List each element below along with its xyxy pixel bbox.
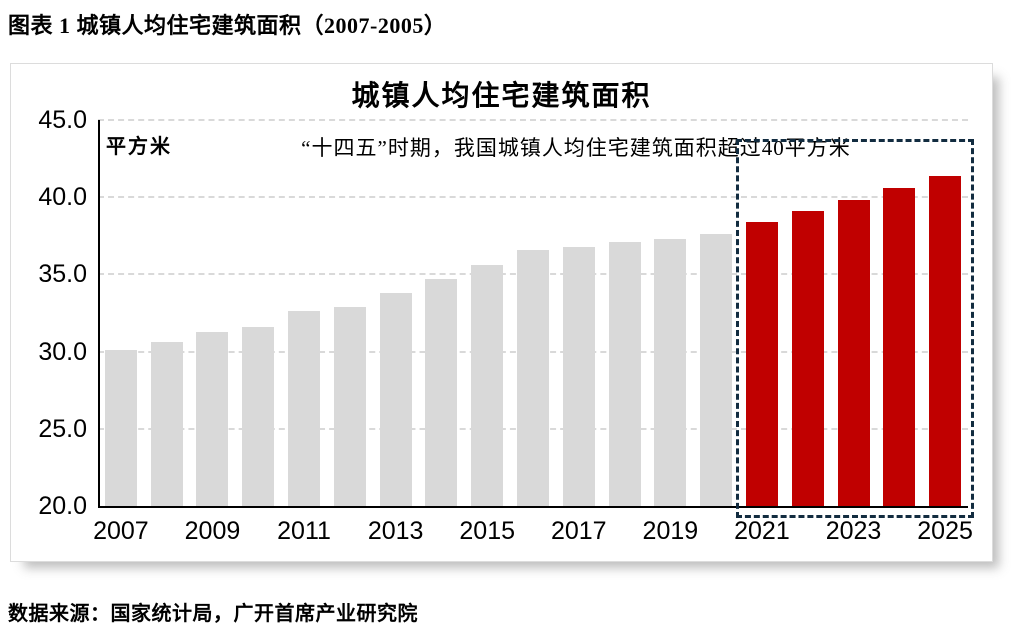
- bar-2008: [150, 342, 183, 506]
- bar-2010: [242, 326, 275, 506]
- bar-2013: [379, 292, 412, 506]
- bar-2023: [837, 200, 870, 506]
- bar-2009: [196, 331, 229, 506]
- y-axis-tick-label: 40.0: [38, 183, 87, 212]
- bar-2022: [791, 211, 824, 506]
- bar-2011: [288, 311, 321, 506]
- x-axis-tick-label: 2011: [277, 517, 331, 545]
- gridline: [98, 119, 968, 121]
- x-axis-tick-label: 2013: [367, 517, 424, 545]
- bar-2019: [654, 238, 687, 506]
- x-axis-tick-label: 2019: [642, 517, 699, 545]
- bar-2018: [608, 241, 641, 506]
- bar-2014: [425, 279, 458, 506]
- forecast-highlight-box: [736, 139, 974, 518]
- y-axis-tick-label: 25.0: [38, 414, 87, 443]
- y-axis-unit-label: 平方米: [106, 136, 172, 158]
- y-axis-tick-label: 30.0: [38, 337, 87, 366]
- x-axis-tick-label: 2023: [825, 517, 882, 545]
- chart-title: 城镇人均住宅建筑面积: [351, 81, 652, 112]
- chart-frame: 城镇人均住宅建筑面积 平方米 “十四五”时期，我国城镇人均住宅建筑面积超过40平…: [10, 63, 993, 562]
- x-axis-tick-label: 2021: [734, 517, 790, 545]
- data-source-note: 数据来源：国家统计局，广开首席产业研究院: [8, 603, 418, 625]
- bar-2017: [562, 246, 595, 506]
- bar-2016: [517, 249, 549, 506]
- bar-2024: [883, 187, 916, 506]
- y-axis-tick-label: 45.0: [38, 106, 87, 134]
- y-axis-tick-label: 20.0: [38, 492, 87, 520]
- gridline: [98, 196, 968, 199]
- bar-2012: [333, 306, 366, 506]
- bar-2025: [929, 175, 962, 506]
- bar-2021: [745, 221, 778, 506]
- x-axis-tick-label: 2017: [550, 517, 607, 545]
- bar-2020: [700, 234, 733, 506]
- x-axis-tick-label: 2009: [184, 517, 241, 545]
- x-axis-tick-label: 2007: [93, 517, 149, 545]
- x-axis-line: [98, 506, 968, 508]
- figure-caption: 图表 1 城镇人均住宅建筑面积（2007-2005）: [8, 13, 447, 38]
- y-axis-line: [98, 120, 100, 508]
- y-axis-tick-label: 35.0: [38, 260, 87, 289]
- bar-2015: [471, 265, 504, 506]
- bar-2007: [104, 350, 137, 506]
- bar-chart-plot-area: 平方米 “十四五”时期，我国城镇人均住宅建筑面积超过40平方米 45.0 40.0…: [11, 64, 992, 561]
- x-axis-tick-label: 2015: [459, 517, 516, 545]
- x-axis-tick-label: 2025: [917, 517, 973, 545]
